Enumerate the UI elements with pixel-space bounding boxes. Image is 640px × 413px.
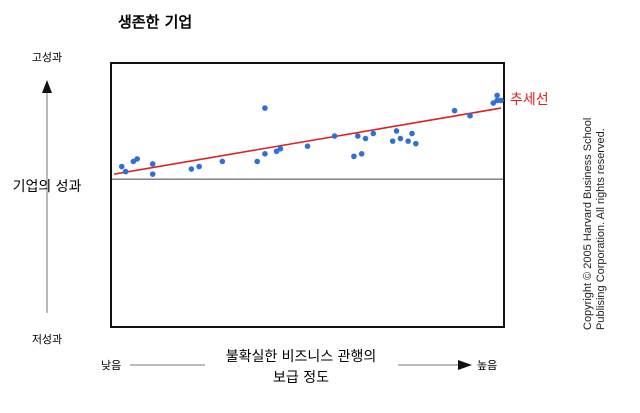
data-point-33 xyxy=(498,97,504,104)
data-point-12 xyxy=(262,105,268,111)
data-point-20 xyxy=(362,135,369,142)
y-axis-label: 기업의 성과 xyxy=(13,179,82,195)
x-axis-arrowhead-icon xyxy=(458,360,472,370)
data-point-25 xyxy=(405,138,411,144)
x-axis-label-line1: 불확실한 비즈니스 관행의 xyxy=(226,349,377,365)
y-axis-arrowhead-icon xyxy=(42,80,52,93)
trend-line xyxy=(113,107,502,175)
x-low-label: 낮음 xyxy=(101,359,121,372)
data-point-9 xyxy=(219,158,226,165)
data-point-22 xyxy=(389,138,396,144)
x-high-label: 높음 xyxy=(477,359,497,372)
y-low-label: 저성과 xyxy=(32,333,62,346)
data-point-19 xyxy=(358,151,365,157)
data-point-26 xyxy=(409,130,415,137)
data-point-15 xyxy=(304,143,311,149)
copyright-notice: Copyright © 2005 Harvard Business School… xyxy=(582,0,608,330)
chart-title: 생존한 기업 xyxy=(118,13,192,31)
data-point-4 xyxy=(134,156,141,162)
data-point-5 xyxy=(149,171,156,177)
data-point-6 xyxy=(149,161,156,167)
data-point-24 xyxy=(397,135,404,142)
trend-label: 추세선 xyxy=(510,92,549,108)
copyright-line-1: Copyright © 2005 Harvard Business School xyxy=(582,117,594,330)
data-point-28 xyxy=(451,107,458,114)
plot-frame xyxy=(110,62,505,328)
data-point-1 xyxy=(118,163,125,170)
data-point-7 xyxy=(188,166,195,172)
data-points xyxy=(118,92,504,177)
data-point-11 xyxy=(262,151,268,157)
data-point-14 xyxy=(277,145,284,152)
data-point-23 xyxy=(393,128,400,134)
data-point-10 xyxy=(254,158,260,165)
data-point-2 xyxy=(122,168,129,175)
x-axis-label-line2: 보급 정도 xyxy=(273,370,329,386)
data-point-8 xyxy=(196,163,202,170)
y-high-label: 고성과 xyxy=(32,51,62,64)
data-point-16 xyxy=(331,133,338,139)
data-point-32 xyxy=(494,97,500,104)
data-point-27 xyxy=(413,140,419,147)
data-point-31 xyxy=(494,92,500,99)
data-point-17 xyxy=(351,153,357,160)
data-point-18 xyxy=(355,133,361,139)
data-point-29 xyxy=(467,112,473,119)
copyright-line-2: Publising Corporation. All rights reserv… xyxy=(595,128,607,330)
data-point-21 xyxy=(370,130,377,137)
